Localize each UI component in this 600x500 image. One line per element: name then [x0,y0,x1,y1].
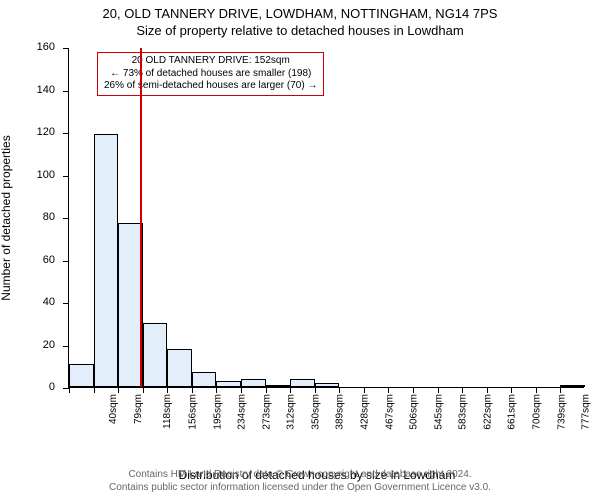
x-tick [266,387,267,393]
x-tick-label: 118sqm [162,394,173,429]
x-tick-label: 389sqm [335,394,346,430]
x-tick [388,387,389,393]
x-tick [339,387,340,393]
x-tick-label: 273sqm [261,394,272,430]
x-tick-label: 79sqm [133,394,144,424]
x-tick-label: 739sqm [556,394,567,430]
x-tick [560,387,561,393]
y-tick-label: 60 [43,254,55,266]
x-tick-label: 661sqm [507,394,518,430]
y-tick-label: 80 [43,211,55,223]
histogram-bar [167,349,192,387]
info-box-line: 20 OLD TANNERY DRIVE: 152sqm [104,55,317,68]
histogram-bar [216,381,241,387]
x-tick [94,387,95,393]
x-tick [167,387,168,393]
x-tick-label: 40sqm [108,394,119,424]
histogram-bar [94,134,119,387]
x-tick-label: 583sqm [458,394,469,430]
x-tick-label: 700sqm [532,394,543,430]
x-tick-label: 467sqm [384,394,395,430]
histogram-bar [192,372,217,387]
x-tick-label: 622sqm [482,394,493,430]
x-tick-label: 428sqm [360,394,371,430]
x-tick [536,387,537,393]
x-tick [192,387,193,393]
x-tick [290,387,291,393]
y-tick-label: 120 [37,126,55,138]
x-tick-label: 195sqm [212,394,223,430]
marker-info-box: 20 OLD TANNERY DRIVE: 152sqm← 73% of det… [97,52,324,96]
property-marker-line [140,48,142,387]
x-tick [487,387,488,393]
page-title-address: 20, OLD TANNERY DRIVE, LOWDHAM, NOTTINGH… [0,0,600,21]
histogram-bar [69,364,94,387]
y-tick-label: 100 [37,169,55,181]
histogram-bar [560,385,585,387]
histogram-bar [241,379,266,388]
x-tick-label: 350sqm [310,394,321,430]
histogram-bar [143,323,168,387]
x-tick [438,387,439,393]
y-tick-label: 0 [49,381,55,393]
footer-attribution: Contains HM Land Registry data © Crown c… [0,469,600,494]
x-tick [511,387,512,393]
y-tick-label: 160 [37,41,55,53]
x-tick-label: 156sqm [188,394,199,430]
x-tick-label: 506sqm [409,394,420,430]
y-tick-label: 40 [43,296,55,308]
x-tick [69,387,70,393]
histogram-bar [315,383,340,387]
x-tick [143,387,144,393]
y-axis-label: Number of detached properties [0,135,13,300]
footer-line2: Contains public sector information licen… [0,482,600,495]
info-box-line: ← 73% of detached houses are smaller (19… [104,68,317,81]
x-tick-label: 545sqm [433,394,444,430]
y-tick-label: 20 [43,339,55,351]
x-tick [364,387,365,393]
x-tick [241,387,242,393]
x-tick [462,387,463,393]
x-tick-label: 234sqm [237,394,248,430]
footer-line1: Contains HM Land Registry data © Crown c… [0,469,600,482]
y-tick-label: 140 [37,84,55,96]
plot-area: 20 OLD TANNERY DRIVE: 152sqm← 73% of det… [68,48,584,388]
page-title-desc: Size of property relative to detached ho… [0,21,600,38]
histogram-chart: Number of detached properties 20 OLD TAN… [50,48,584,428]
x-tick-label: 312sqm [286,394,297,430]
x-tick-label: 777sqm [581,394,592,430]
info-box-line: 26% of semi-detached houses are larger (… [104,80,317,93]
histogram-bar [290,379,315,388]
histogram-bar [266,385,291,387]
x-tick [315,387,316,393]
x-tick [413,387,414,393]
x-tick [118,387,119,393]
x-tick [216,387,217,393]
